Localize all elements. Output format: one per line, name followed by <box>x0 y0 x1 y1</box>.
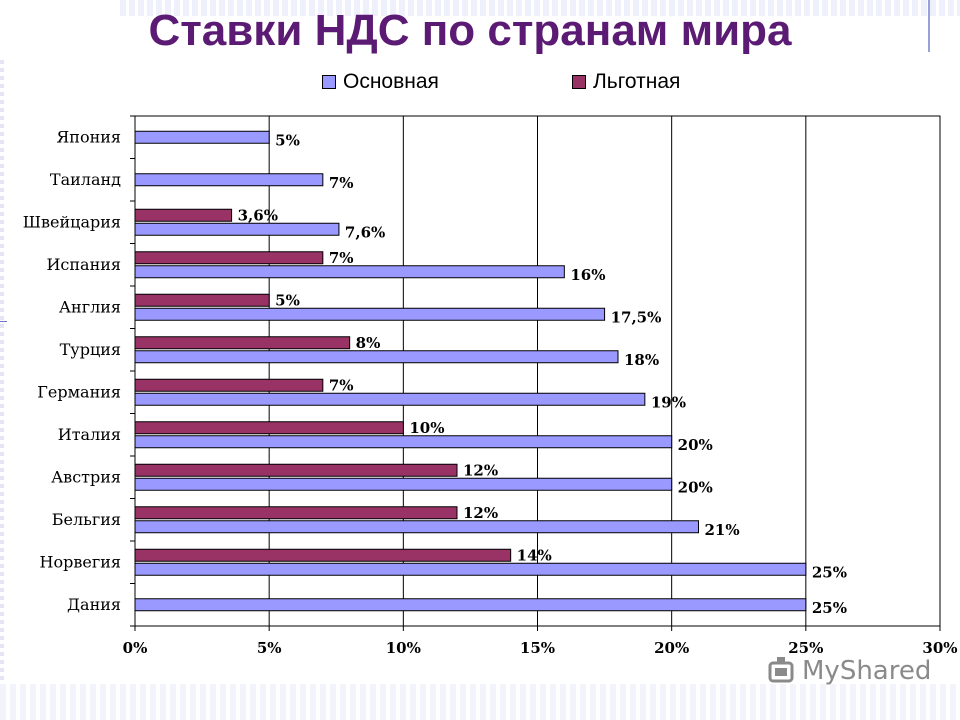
category-label: Германия <box>37 382 121 401</box>
bar-basic <box>134 598 807 612</box>
bar-basic <box>134 307 606 321</box>
legend-label-reduced: Льготная <box>593 70 681 93</box>
bar-basic <box>134 562 807 576</box>
data-label-basic: 18% <box>624 351 659 369</box>
data-label-basic: 25% <box>812 599 847 617</box>
bar-reduced <box>134 378 324 392</box>
data-label-reduced: 5% <box>275 291 300 309</box>
category-label: Таиланд <box>50 170 121 189</box>
legend-label-basic: Основная <box>343 70 439 93</box>
x-tick-label: 15% <box>520 639 555 657</box>
top-decor-band <box>120 0 960 16</box>
bar-basic <box>134 173 324 187</box>
legend-swatch-reduced <box>572 75 586 89</box>
category-label: Англия <box>59 297 121 316</box>
bar-basic <box>134 477 673 491</box>
bar-reduced <box>134 506 458 520</box>
bar-basic <box>134 435 673 449</box>
data-label-reduced: 10% <box>409 419 444 437</box>
data-label-reduced: 12% <box>463 461 498 479</box>
category-label: Бельгия <box>52 510 121 529</box>
data-label-basic: 17,5% <box>611 308 662 326</box>
x-tick-label: 25% <box>788 639 823 657</box>
legend-swatch-basic <box>322 75 336 89</box>
bar-reduced <box>134 293 270 307</box>
data-label-basic: 20% <box>678 436 713 454</box>
watermark-text: MyShared <box>802 656 932 686</box>
bar-reduced <box>134 336 351 350</box>
data-label-basic: 7% <box>329 174 354 192</box>
data-label-reduced: 3,6% <box>238 206 278 224</box>
bar-basic <box>134 520 699 534</box>
data-label-basic: 20% <box>678 478 713 496</box>
data-label-reduced: 7% <box>329 249 354 267</box>
data-label-basic: 7,6% <box>345 223 385 241</box>
x-tick-label: 0% <box>123 639 148 657</box>
category-label: Норвегия <box>40 552 121 571</box>
data-label-basic: 5% <box>275 131 300 149</box>
left-decor-tick <box>0 321 7 322</box>
bar-reduced <box>134 548 512 562</box>
watermark: MyShared <box>768 656 931 686</box>
bar-basic <box>134 392 646 406</box>
bar-reduced <box>134 208 233 222</box>
x-tick-label: 30% <box>922 639 957 657</box>
left-decor-line <box>0 60 4 680</box>
data-label-reduced: 7% <box>329 376 354 394</box>
data-label-basic: 25% <box>812 563 847 581</box>
top-decor-line <box>928 0 930 52</box>
data-label-reduced: 12% <box>463 504 498 522</box>
data-label-basic: 21% <box>705 521 740 539</box>
category-label: Швейцария <box>23 212 121 231</box>
x-tick-label: 10% <box>386 639 421 657</box>
bar-basic <box>134 130 270 144</box>
data-label-reduced: 14% <box>517 546 552 564</box>
data-label-basic: 19% <box>651 393 686 411</box>
bar-basic <box>134 265 565 279</box>
bar-reduced <box>134 421 404 435</box>
data-label-basic: 16% <box>570 266 605 284</box>
chart-title: Ставки НДС по странам мира <box>148 6 792 55</box>
watermark-logo-icon <box>768 657 794 685</box>
x-tick-label: 20% <box>654 639 689 657</box>
bottom-decor-band <box>0 684 960 720</box>
category-label: Италия <box>58 425 121 444</box>
data-label-reduced: 8% <box>356 334 381 352</box>
bar-reduced <box>134 463 458 477</box>
category-label: Турция <box>60 340 121 359</box>
x-tick-label: 5% <box>257 639 282 657</box>
legend-item-reduced: Льготная <box>572 70 680 94</box>
bar-basic <box>134 350 619 364</box>
category-label: Япония <box>56 127 121 146</box>
legend-item-basic: Основная <box>322 70 439 94</box>
category-label: Дания <box>67 595 121 614</box>
bar-reduced <box>134 251 324 265</box>
category-label: Австрия <box>51 467 121 486</box>
bar-basic <box>134 222 340 236</box>
category-label: Испания <box>46 255 121 274</box>
